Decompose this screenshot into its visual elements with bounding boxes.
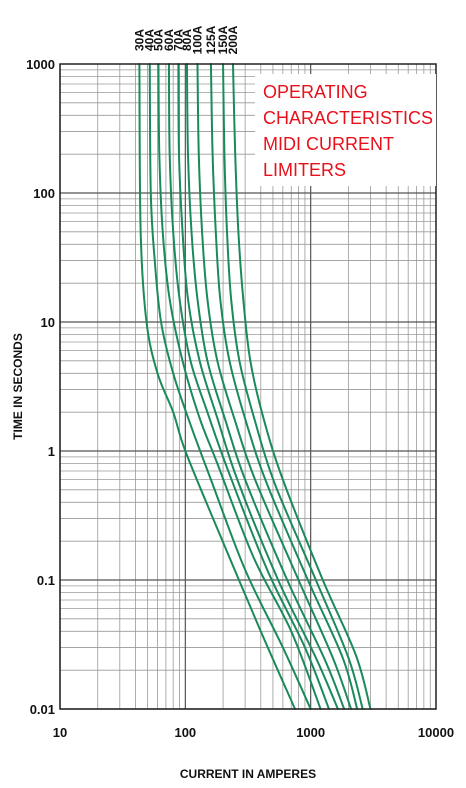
series-label-50a: 50A bbox=[151, 29, 165, 51]
series-line-60a bbox=[167, 63, 330, 710]
series-label-150a: 150A bbox=[216, 25, 230, 54]
annotation-block: OPERATING CHARACTERISTICS MIDI CURRENT LIMI… bbox=[255, 74, 436, 186]
annotation-line: OPERATING bbox=[263, 82, 368, 102]
series-line-125a bbox=[209, 63, 359, 710]
series-label-80a: 80A bbox=[180, 29, 194, 51]
y-tick-label: 0.01 bbox=[30, 702, 55, 717]
series-line-200a bbox=[231, 63, 372, 710]
series-line-70a bbox=[177, 63, 339, 710]
x-tick-label: 1000 bbox=[296, 725, 325, 740]
series-label-60a: 60A bbox=[162, 29, 176, 51]
x-tick-label: 10000 bbox=[418, 725, 454, 740]
annotation-line: MIDI CURRENT bbox=[263, 134, 394, 154]
series-line-80a bbox=[185, 63, 346, 710]
y-tick-label: 1 bbox=[48, 444, 55, 459]
series-line-30a bbox=[138, 63, 297, 710]
series-label-125a: 125A bbox=[204, 25, 218, 54]
series-line-50a bbox=[157, 63, 322, 710]
annotation-background bbox=[255, 74, 436, 186]
series-label-30a: 30A bbox=[132, 29, 146, 51]
series-curves bbox=[138, 63, 372, 710]
plot-frame bbox=[59, 63, 437, 710]
series-label-200a: 200A bbox=[226, 25, 240, 54]
series-label-70a: 70A bbox=[171, 29, 185, 51]
y-tick-labels: 1000 100 10 1 0.1 0.01 bbox=[26, 57, 55, 717]
annotation-line: LIMITERS bbox=[263, 160, 346, 180]
annotation-line: CHARACTERISTICS bbox=[263, 108, 433, 128]
y-tick-label: 10 bbox=[41, 315, 55, 330]
series-line-40a bbox=[148, 63, 312, 710]
x-tick-label: 10 bbox=[53, 725, 67, 740]
series-line-150a bbox=[222, 63, 364, 710]
x-axis-title: CURRENT IN AMPERES bbox=[180, 767, 316, 781]
series-line-100a bbox=[196, 63, 353, 710]
series-label-40a: 40A bbox=[143, 29, 157, 51]
y-tick-label: 100 bbox=[33, 186, 55, 201]
series-label-100a: 100A bbox=[190, 25, 204, 54]
x-tick-labels: 10 100 1000 10000 bbox=[53, 725, 454, 740]
y-tick-label: 0.1 bbox=[37, 573, 55, 588]
y-axis-title: TIME IN SECONDS bbox=[11, 333, 25, 440]
x-tick-label: 100 bbox=[174, 725, 196, 740]
y-tick-label: 1000 bbox=[26, 57, 55, 72]
